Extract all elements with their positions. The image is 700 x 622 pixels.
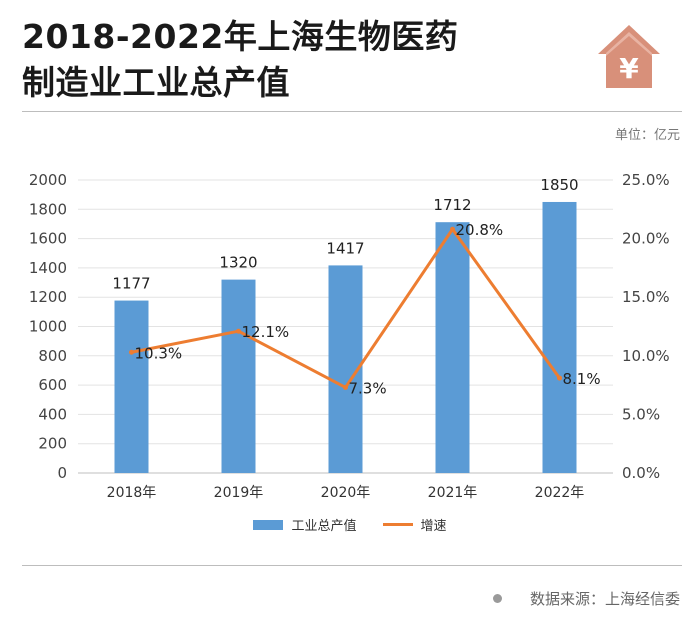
growth-value-label: 7.3% <box>349 379 387 397</box>
y-right-tick-label: 20.0% <box>622 230 670 248</box>
growth-point <box>557 375 562 381</box>
x-tick-label: 2018年 <box>107 485 157 501</box>
chart-title: 2018-2022年上海生物医药 制造业工业总产值 <box>22 14 458 106</box>
x-tick-label: 2019年 <box>214 485 264 501</box>
y-left-tick-label: 600 <box>38 376 67 394</box>
y-left-tick-label: 1800 <box>29 200 67 218</box>
legend-label-growth: 增速 <box>420 519 447 534</box>
growth-value-label: 8.1% <box>563 370 601 388</box>
bar-value-label: 1417 <box>326 239 364 257</box>
legend-item-growth: 增速 <box>382 515 447 534</box>
bar <box>221 279 256 473</box>
bar-value-label: 1850 <box>540 176 578 194</box>
legend-item-output: 工业总产值 <box>253 515 357 534</box>
bottom-divider <box>22 565 682 566</box>
legend: 工业总产值 增速 <box>0 515 700 534</box>
legend-swatch-bar <box>253 519 284 530</box>
y-left-tick-label: 1400 <box>29 259 67 277</box>
legend-label-output: 工业总产值 <box>291 519 357 534</box>
title-line-2: 制造业工业总产值 <box>22 63 290 102</box>
title-line-1: 2018-2022年上海生物医药 <box>22 17 459 56</box>
bar-value-label: 1320 <box>219 254 257 272</box>
growth-point <box>236 328 241 334</box>
x-tick-label: 2020年 <box>321 485 371 501</box>
bar-value-label: 1177 <box>112 275 150 293</box>
bar-value-label: 1712 <box>433 196 471 214</box>
source-note: 数据来源：上海经信委 <box>492 588 680 609</box>
y-left-tick-label: 1200 <box>29 288 67 306</box>
bullet-dot-icon <box>492 594 502 603</box>
yuan-house-icon: ¥ <box>598 25 660 88</box>
x-tick-label: 2022年 <box>535 485 585 501</box>
chart-area: 0 200 400 600 800 1000 1200 1400 1600 1800 2000 0.0… <box>29 171 670 501</box>
legend-swatch-line <box>382 523 413 526</box>
growth-point <box>450 226 455 232</box>
y-left-tick-label: 1000 <box>29 318 67 336</box>
growth-point <box>343 384 348 390</box>
source-text: 数据来源：上海经信委 <box>529 590 680 608</box>
y-right-tick-label: 10.0% <box>622 347 670 365</box>
growth-value-label: 20.8% <box>456 221 504 239</box>
y-right-tick-label: 0.0% <box>622 464 660 482</box>
y-right-tick-label: 5.0% <box>622 405 660 423</box>
bar <box>114 300 149 473</box>
bar <box>542 201 577 473</box>
growth-point <box>129 349 134 355</box>
yuan-symbol: ¥ <box>619 52 639 85</box>
y-left-tick-label: 1600 <box>29 230 67 248</box>
bar <box>435 222 470 473</box>
top-divider <box>22 111 682 112</box>
y-left-tick-label: 0 <box>57 464 67 482</box>
y-left-tick-label: 400 <box>38 405 67 423</box>
x-tick-label: 2021年 <box>428 485 478 501</box>
y-left-tick-label: 200 <box>38 435 67 453</box>
y-right-tick-label: 15.0% <box>622 288 670 306</box>
unit-label: 单位：亿元 <box>614 128 680 143</box>
y-right-tick-label: 25.0% <box>622 171 670 189</box>
growth-value-label: 12.1% <box>242 323 290 341</box>
growth-value-label: 10.3% <box>135 344 183 362</box>
y-left-tick-label: 2000 <box>29 171 67 189</box>
y-left-tick-label: 800 <box>38 347 67 365</box>
